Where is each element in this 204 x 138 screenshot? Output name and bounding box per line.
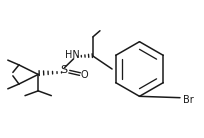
Text: HN: HN <box>65 50 80 60</box>
Text: Br: Br <box>183 95 193 105</box>
Text: S: S <box>60 65 67 75</box>
Text: O: O <box>81 70 89 80</box>
